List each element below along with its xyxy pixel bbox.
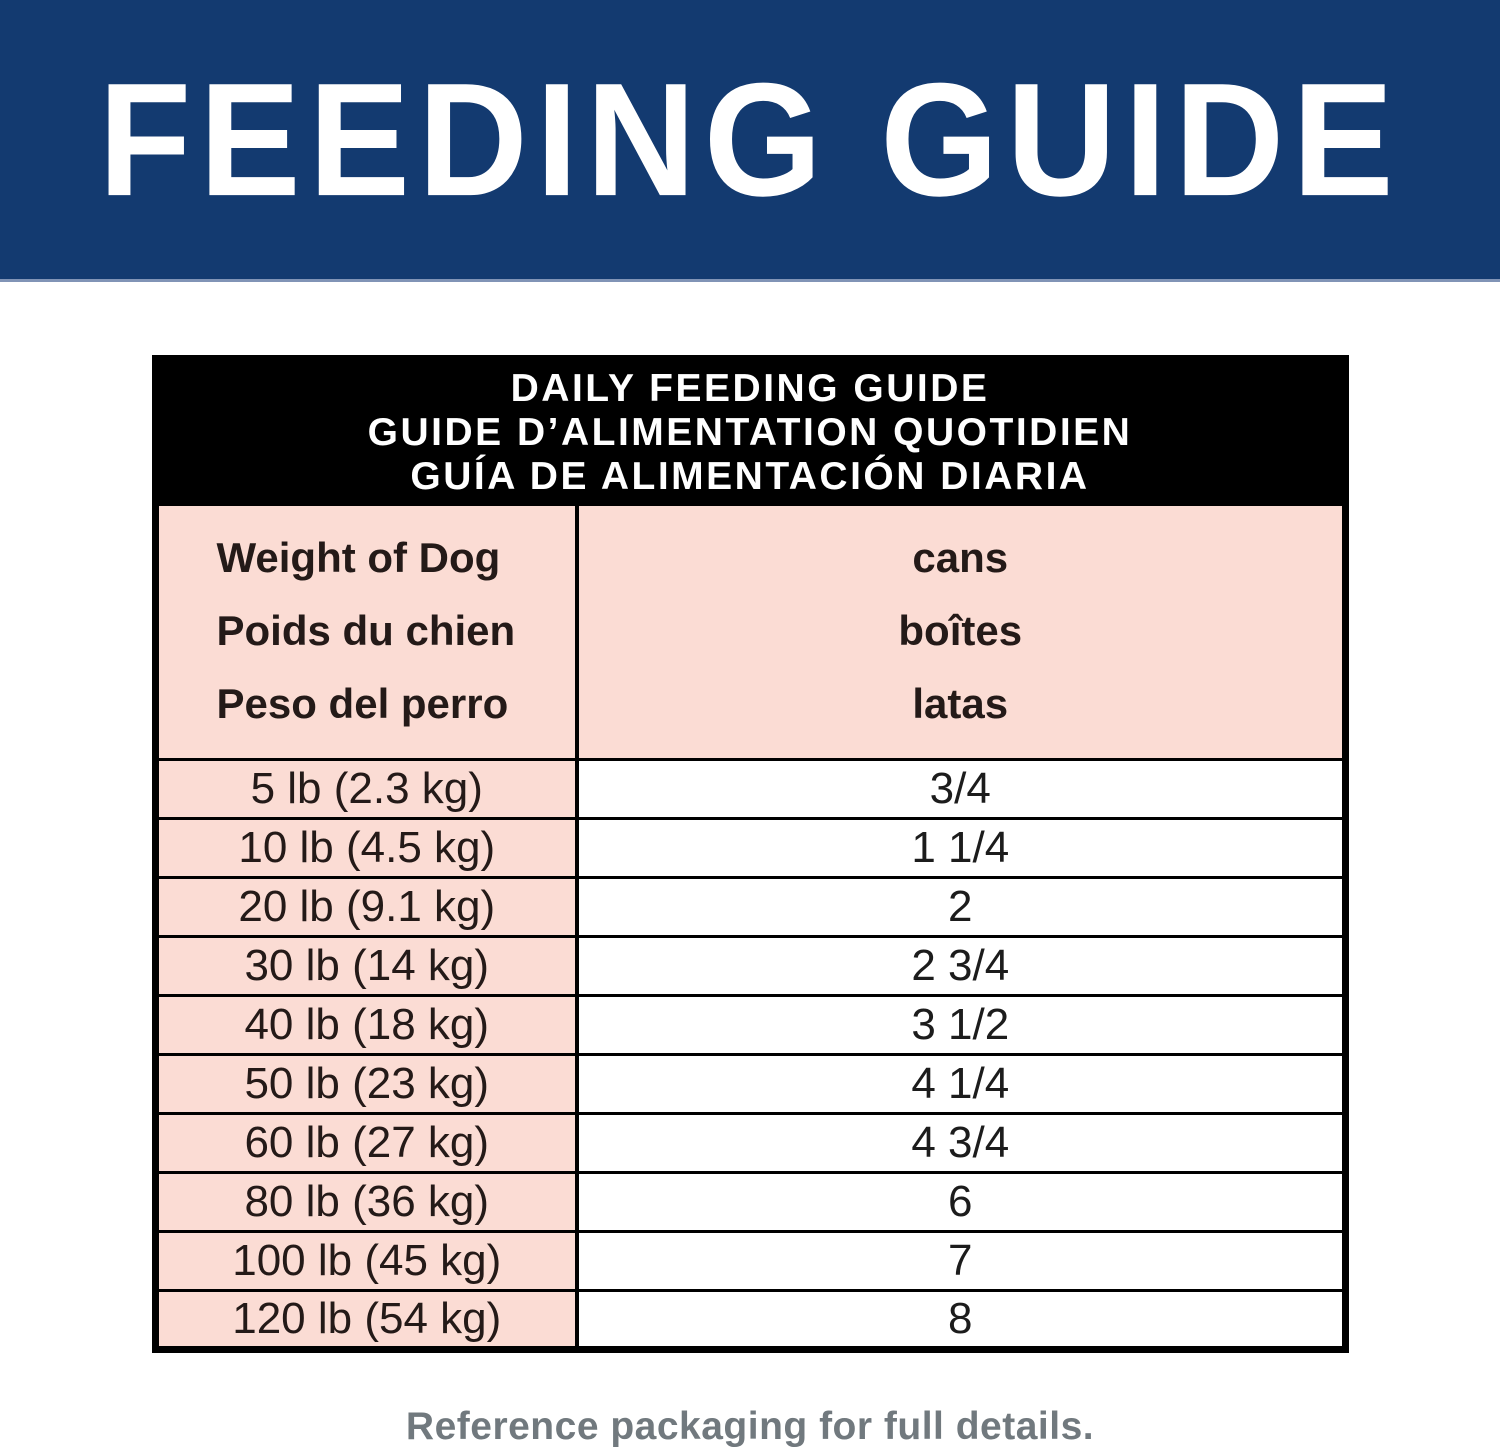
- column-header-weight: Weight of Dog Poids du chien Peso del pe…: [155, 506, 579, 760]
- table-row: 30 lb (14 kg) 2 3/4: [155, 935, 1345, 996]
- table-row: 50 lb (23 kg) 4 1/4: [155, 1053, 1345, 1114]
- table-title-row: DAILY FEEDING GUIDE GUIDE D’ALIMENTATION…: [155, 358, 1345, 506]
- weight-cell: 5 lb (2.3 kg): [155, 758, 579, 819]
- cans-cell: 4 1/4: [577, 1053, 1345, 1114]
- weight-cell: 120 lb (54 kg): [155, 1289, 579, 1350]
- cans-header-es: latas: [912, 680, 1009, 727]
- cans-cell: 2 3/4: [577, 935, 1345, 996]
- table-row: 80 lb (36 kg) 6: [155, 1171, 1345, 1232]
- page-title: FEEDING GUIDE: [98, 49, 1402, 230]
- cans-cell: 3 1/2: [577, 994, 1345, 1055]
- cans-header-en: cans: [912, 534, 1009, 581]
- cans-cell: 7: [577, 1230, 1345, 1291]
- cans-cell: 1 1/4: [577, 817, 1345, 878]
- weight-header-es: Peso del perro: [216, 680, 509, 727]
- table-row: 100 lb (45 kg) 7: [155, 1230, 1345, 1291]
- weight-cell: 30 lb (14 kg): [155, 935, 579, 996]
- cans-cell: 8: [577, 1289, 1345, 1350]
- table-row: 60 lb (27 kg) 4 3/4: [155, 1112, 1345, 1173]
- table-title: DAILY FEEDING GUIDE GUIDE D’ALIMENTATION…: [155, 358, 1345, 506]
- table-title-fr: GUIDE D’ALIMENTATION QUOTIDIEN: [367, 411, 1133, 454]
- weight-header-fr: Poids du chien: [216, 607, 516, 654]
- daily-feeding-guide-table: DAILY FEEDING GUIDE GUIDE D’ALIMENTATION…: [151, 355, 1349, 1353]
- cans-cell: 3/4: [577, 758, 1345, 819]
- cans-header-fr: boîtes: [898, 607, 1023, 654]
- column-header-cans: cans boîtes latas: [577, 506, 1345, 760]
- weight-cell: 60 lb (27 kg): [155, 1112, 579, 1173]
- table-row: 5 lb (2.3 kg) 3/4: [155, 758, 1345, 819]
- table-row: 10 lb (4.5 kg) 1 1/4: [155, 817, 1345, 878]
- table-title-en: DAILY FEEDING GUIDE: [510, 367, 990, 410]
- footer-note: Reference packaging for full details.: [405, 1405, 1095, 1448]
- column-header-row: Weight of Dog Poids du chien Peso del pe…: [155, 506, 1345, 760]
- cans-cell: 2: [577, 876, 1345, 937]
- table-row: 120 lb (54 kg) 8: [155, 1289, 1345, 1350]
- weight-cell: 10 lb (4.5 kg): [155, 817, 579, 878]
- cans-cell: 4 3/4: [577, 1112, 1345, 1173]
- weight-cell: 20 lb (9.1 kg): [155, 876, 579, 937]
- weight-header-en: Weight of Dog: [216, 534, 501, 581]
- table-row: 40 lb (18 kg) 3 1/2: [155, 994, 1345, 1055]
- table-title-es: GUÍA DE ALIMENTACIÓN DIARIA: [410, 455, 1090, 498]
- banner: FEEDING GUIDE: [0, 0, 1500, 282]
- cans-cell: 6: [577, 1171, 1345, 1232]
- weight-cell: 80 lb (36 kg): [155, 1171, 579, 1232]
- weight-cell: 50 lb (23 kg): [155, 1053, 579, 1114]
- weight-cell: 40 lb (18 kg): [155, 994, 579, 1055]
- table-row: 20 lb (9.1 kg) 2: [155, 876, 1345, 937]
- weight-cell: 100 lb (45 kg): [155, 1230, 579, 1291]
